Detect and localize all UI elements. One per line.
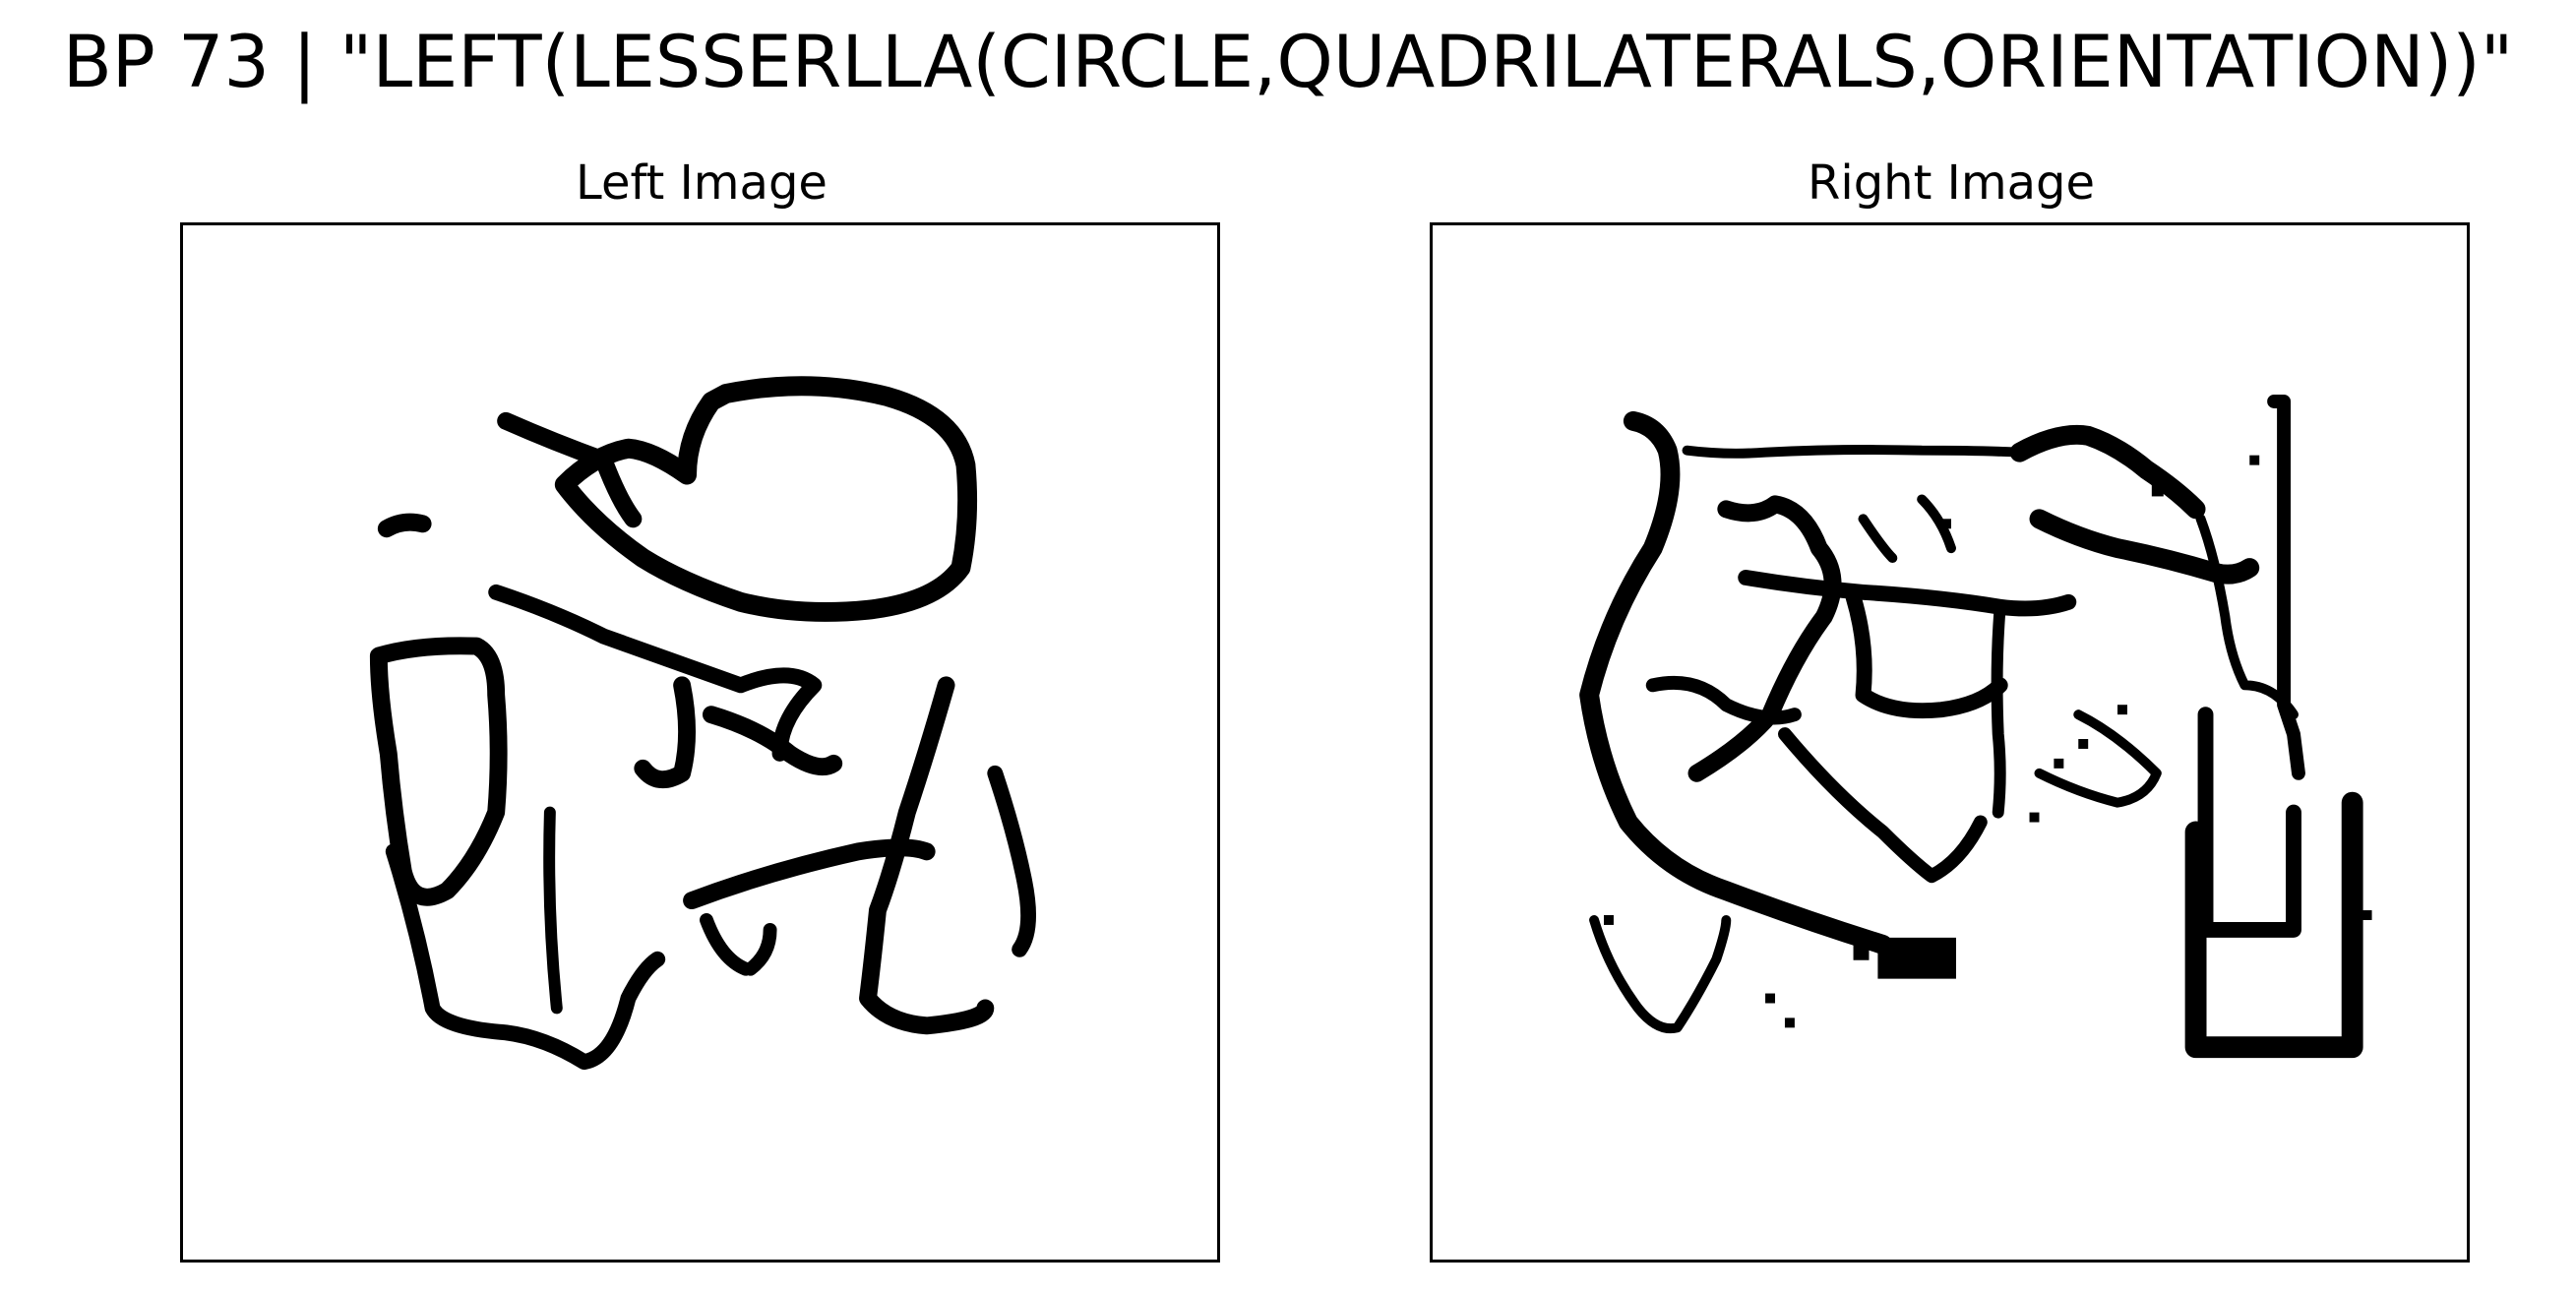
right-stroke-top-line (1682, 445, 2025, 459)
right-stroke-inner-e (1777, 727, 1988, 884)
right-stroke-lower-arc (1589, 914, 1732, 1034)
right-pixel-drawing (1579, 395, 2372, 1059)
left-stroke-diagonal (488, 584, 823, 762)
left-stroke-center (634, 676, 843, 789)
right-stroke-mid-right (2029, 509, 2260, 585)
right-block-bottom (1877, 937, 1956, 979)
left-stroke-left-quad (369, 637, 508, 906)
left-stroke-long-left (385, 843, 666, 1071)
left-stroke-top-loop (554, 376, 978, 622)
right-panel-title: Right Image (1808, 155, 2095, 211)
right-stroke-inner-c (1645, 675, 1802, 725)
right-image-frame (1430, 222, 2470, 1263)
right-stroke-inner-b (1738, 570, 2077, 617)
left-stroke-vertical (543, 806, 563, 1015)
left-pixel-drawing (369, 376, 1037, 1071)
right-stroke-inner-f (1858, 494, 1956, 564)
left-stroke-right-loop (987, 765, 1037, 957)
right-stroke-right-top (2009, 424, 2206, 520)
figure-title: BP 73 | "LEFT(LESSERLLA(CIRCLE,QUADRILAT… (62, 21, 2514, 104)
left-stroke-lower-middle (683, 838, 936, 910)
right-stroke-right-col (1991, 600, 2006, 819)
right-stroke-inner-a (1687, 495, 1842, 782)
right-stroke-left-loop (1579, 410, 1893, 955)
left-stroke-arm (497, 411, 643, 528)
left-stroke-right-vertical (859, 676, 995, 1035)
right-stroke-u-inner (2197, 707, 2301, 938)
left-panel-title: Left Image (576, 155, 828, 211)
right-stroke-inner-d (1845, 588, 2008, 719)
right-stroke-lower-right (2034, 709, 2162, 808)
left-image-frame (180, 222, 1220, 1263)
left-stroke-lower-left (700, 913, 777, 976)
left-stroke-small-mark (377, 513, 432, 538)
right-speckle-group (1604, 455, 2372, 1028)
right-stroke-u-shape (2184, 791, 2363, 1059)
right-stroke-right-edge (2195, 514, 2299, 720)
